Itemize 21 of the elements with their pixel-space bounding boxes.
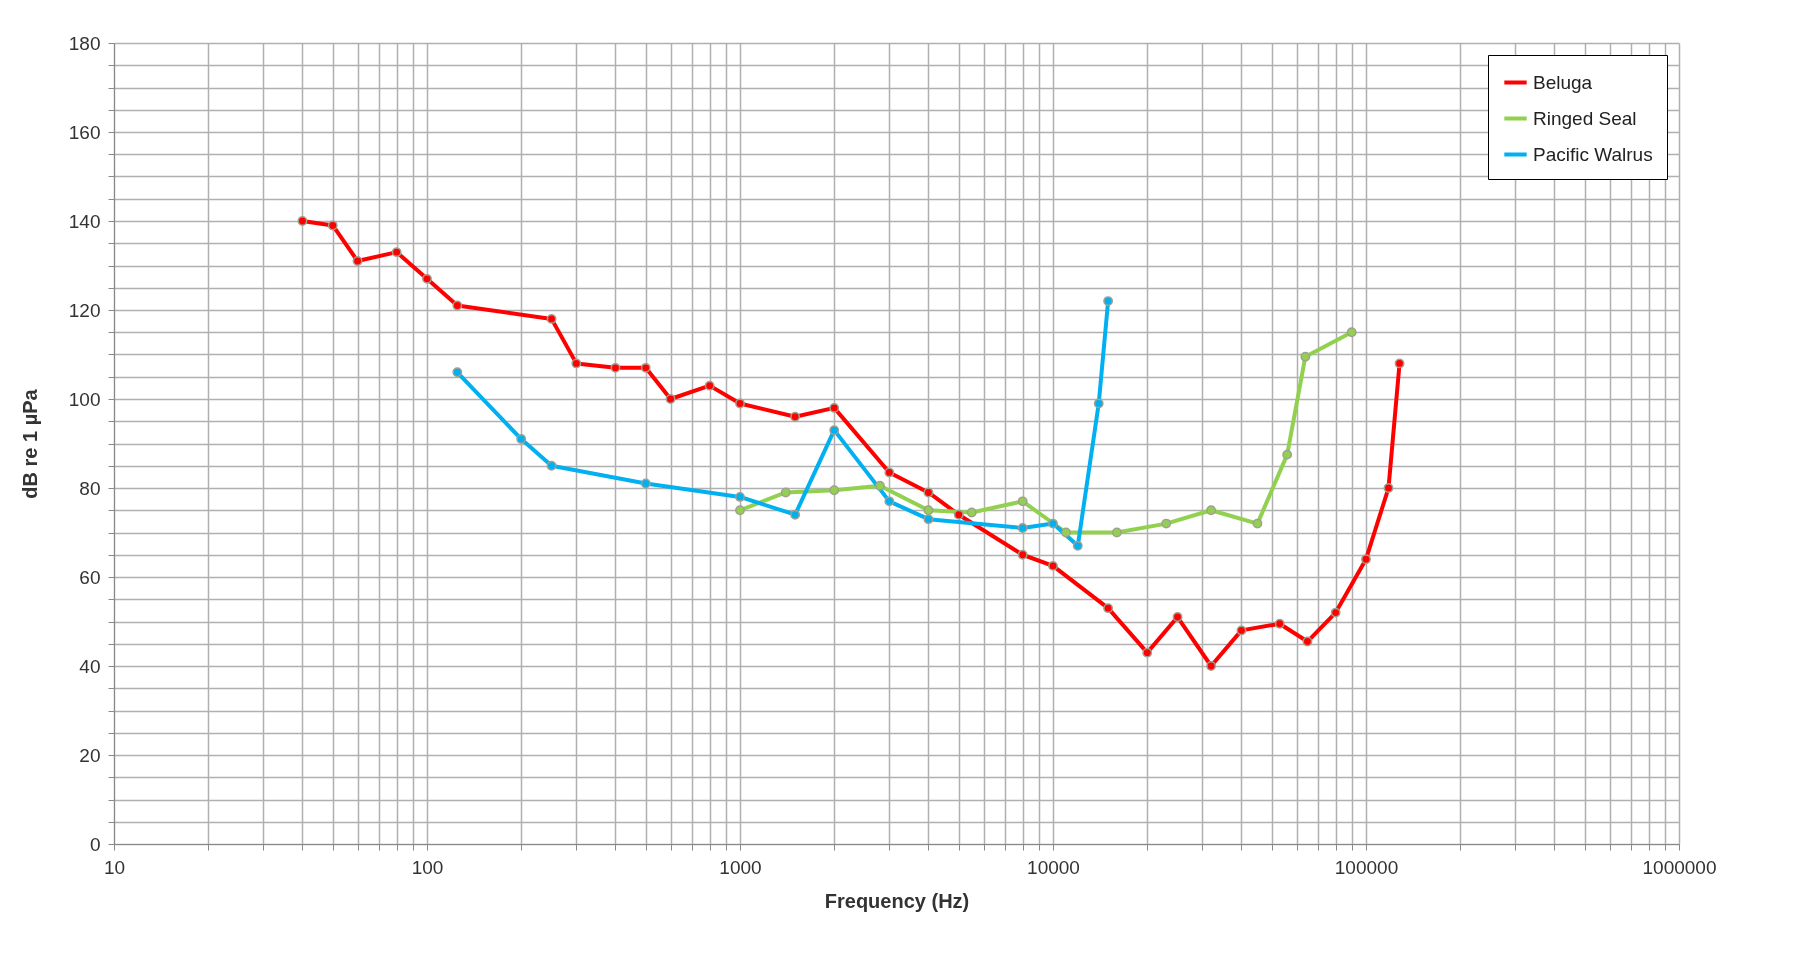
y-tick-label: 140 bbox=[68, 210, 101, 232]
y-tick-label: 100 bbox=[68, 388, 101, 410]
x-tick-label: 100 bbox=[411, 856, 444, 878]
x-tick-label: 1000 bbox=[719, 856, 762, 878]
x-tick-label: 10000 bbox=[1027, 856, 1080, 878]
y-tick-label: 180 bbox=[68, 32, 101, 54]
y-tick-label: 80 bbox=[79, 477, 101, 499]
y-tick-label: 40 bbox=[79, 655, 101, 677]
legend-label: Pacific Walrus bbox=[1533, 143, 1653, 165]
y-tick-label: 160 bbox=[68, 121, 101, 143]
x-tick-label: 1000000 bbox=[1642, 856, 1717, 878]
x-axis-title: Frequency (Hz) bbox=[824, 889, 970, 912]
legend-label: Ringed Seal bbox=[1533, 107, 1637, 129]
y-tick-label: 20 bbox=[79, 744, 101, 766]
x-tick-label: 10 bbox=[103, 856, 126, 878]
y-tick-label: 60 bbox=[79, 566, 101, 588]
y-axis-title: dB re 1 µPa bbox=[18, 388, 41, 499]
y-tick-label: 0 bbox=[89, 833, 101, 855]
legend-label: Beluga bbox=[1533, 71, 1593, 93]
x-tick-label: 100000 bbox=[1334, 856, 1399, 878]
y-tick-label: 120 bbox=[68, 299, 101, 321]
